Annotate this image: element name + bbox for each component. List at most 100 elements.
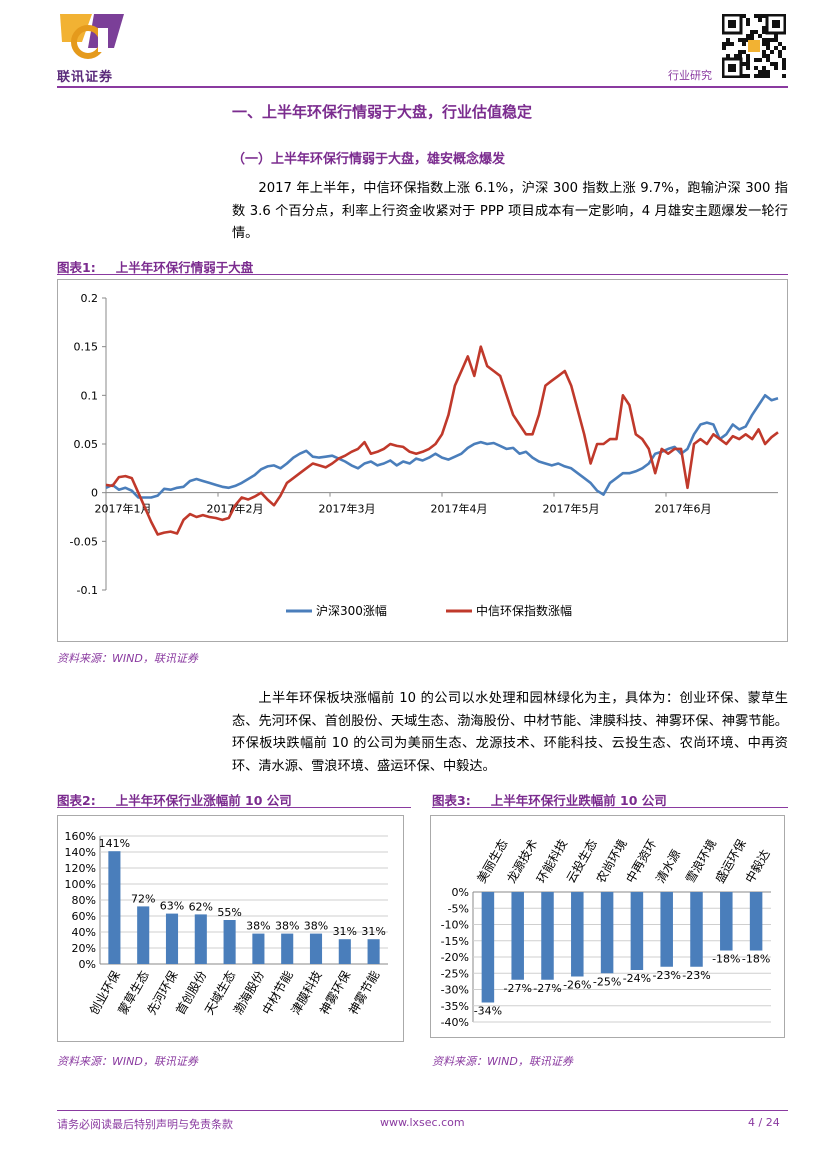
- bar: [630, 892, 644, 970]
- x-tick-label: 2017年4月: [430, 502, 487, 516]
- gainers-bar-chart: 160%140%120%100%80%60%40%20%0%141%创业环保72…: [65, 830, 388, 1017]
- y-tick-label: 80%: [72, 894, 96, 907]
- qr-module: [758, 34, 762, 38]
- bar: [541, 892, 554, 980]
- figure-2-caption: 上半年环保行业涨幅前 10 公司: [115, 793, 292, 808]
- data-label: -25%: [593, 975, 621, 988]
- qr-module: [762, 42, 766, 46]
- y-tick-label: -20%: [441, 951, 469, 964]
- figure-1-label: 图表1:: [57, 260, 96, 275]
- subsection-heading: （一）上半年环保行情弱于大盘，雄安概念爆发: [232, 152, 506, 167]
- x-tick-label: 2017年6月: [654, 502, 711, 516]
- qr-finder-center: [728, 64, 736, 72]
- qr-module: [778, 50, 782, 54]
- qr-module: [746, 66, 750, 70]
- qr-module: [766, 58, 770, 62]
- bar: [194, 914, 207, 964]
- y-tick-label: 0.15: [74, 341, 99, 354]
- qr-module: [782, 58, 786, 62]
- figure-3-label: 图表3:: [432, 793, 471, 808]
- y-tick-label: 120%: [65, 862, 96, 875]
- data-label: -27%: [503, 982, 531, 995]
- bar: [309, 933, 323, 964]
- data-label: -27%: [533, 982, 561, 995]
- y-tick-label: 40%: [72, 926, 96, 939]
- qr-module: [754, 58, 758, 62]
- data-label: 62%: [189, 900, 213, 913]
- qr-module: [742, 42, 746, 46]
- qr-module: [770, 50, 774, 54]
- x-tick-label: 2017年2月: [206, 502, 263, 516]
- figure-2-label: 图表2:: [57, 793, 96, 808]
- qr-module: [766, 46, 770, 50]
- qr-module: [742, 50, 746, 54]
- data-label: 31%: [361, 925, 385, 938]
- y-tick-label: 0.05: [74, 438, 99, 451]
- qr-module: [738, 38, 742, 42]
- qr-module: [746, 74, 750, 78]
- figure-1-source: 资料来源：WIND，联讯证券: [57, 652, 198, 665]
- qr-module: [726, 42, 730, 46]
- data-label: 63%: [160, 900, 184, 913]
- x-tick-label: 中毅达: [742, 847, 773, 886]
- footer-url[interactable]: www.lxsec.com: [380, 1116, 465, 1129]
- data-label: -23%: [682, 969, 710, 982]
- qr-logo: [748, 40, 760, 52]
- bar: [481, 892, 495, 1003]
- bar: [749, 892, 763, 951]
- footer-disclaimer[interactable]: 请务必阅读最后特别声明与免责条款: [57, 1118, 233, 1131]
- y-tick-label: 0.2: [81, 292, 99, 305]
- qr-module: [782, 46, 786, 50]
- series-line-1: [105, 394, 779, 499]
- y-tick-label: -25%: [441, 967, 469, 980]
- y-tick-label: 140%: [65, 846, 96, 859]
- qr-module: [754, 66, 758, 70]
- qr-module: [722, 46, 726, 50]
- qr-module: [774, 46, 778, 50]
- figure-3-source: 资料来源：WIND，联讯证券: [432, 1055, 573, 1068]
- y-tick-label: 60%: [72, 910, 96, 923]
- bar: [690, 892, 703, 967]
- qr-module: [762, 14, 766, 18]
- qr-module: [742, 62, 746, 66]
- y-tick-label: 0: [91, 487, 98, 500]
- header-rule: [57, 86, 788, 88]
- bar: [600, 892, 614, 974]
- header-category: 行业研究: [668, 69, 712, 82]
- figure-2-source: 资料来源：WIND，联讯证券: [57, 1055, 198, 1068]
- series-line-2: [105, 345, 779, 536]
- y-tick-label: -10%: [441, 919, 469, 932]
- qr-module: [750, 34, 754, 38]
- data-label: -34%: [474, 1005, 502, 1018]
- qr-module: [774, 38, 778, 42]
- qr-module: [746, 54, 750, 58]
- legend-label: 中信环保指数涨幅: [476, 603, 572, 618]
- y-tick-label: -30%: [441, 984, 469, 997]
- bar: [571, 892, 584, 977]
- logo: [58, 12, 128, 70]
- qr-module: [754, 74, 758, 78]
- qr-module: [766, 70, 770, 74]
- logo-mark-icon: [60, 14, 124, 59]
- bar: [720, 892, 733, 951]
- y-tick-label: -5%: [448, 902, 469, 915]
- y-tick-label: 0%: [79, 958, 96, 971]
- y-tick-label: -0.05: [70, 535, 98, 548]
- qr-module: [770, 38, 774, 42]
- y-tick-label: -35%: [441, 1000, 469, 1013]
- y-tick-label: 100%: [65, 878, 96, 891]
- figure-2-rule: [57, 807, 411, 808]
- qr-module: [750, 30, 754, 34]
- qr-module: [778, 54, 782, 58]
- paragraph-2: 上半年环保板块涨幅前 10 的公司以水处理和园林绿化为主，具体为：创业环保、蒙草…: [232, 688, 788, 778]
- qr-module: [762, 50, 766, 54]
- data-label: -18%: [742, 953, 770, 966]
- line-chart: 0.2 0.15 0.1 0.05 0 -0.05 -0.1 2017年1月 2017年2月 20…: [70, 292, 779, 618]
- qr-module: [738, 54, 742, 58]
- qr-finder-center: [772, 20, 780, 28]
- y-tick-label: -40%: [441, 1016, 469, 1029]
- qr-module: [746, 18, 750, 22]
- qr-module: [758, 74, 762, 78]
- y-tick-label: 20%: [72, 942, 96, 955]
- qr-module: [758, 14, 762, 18]
